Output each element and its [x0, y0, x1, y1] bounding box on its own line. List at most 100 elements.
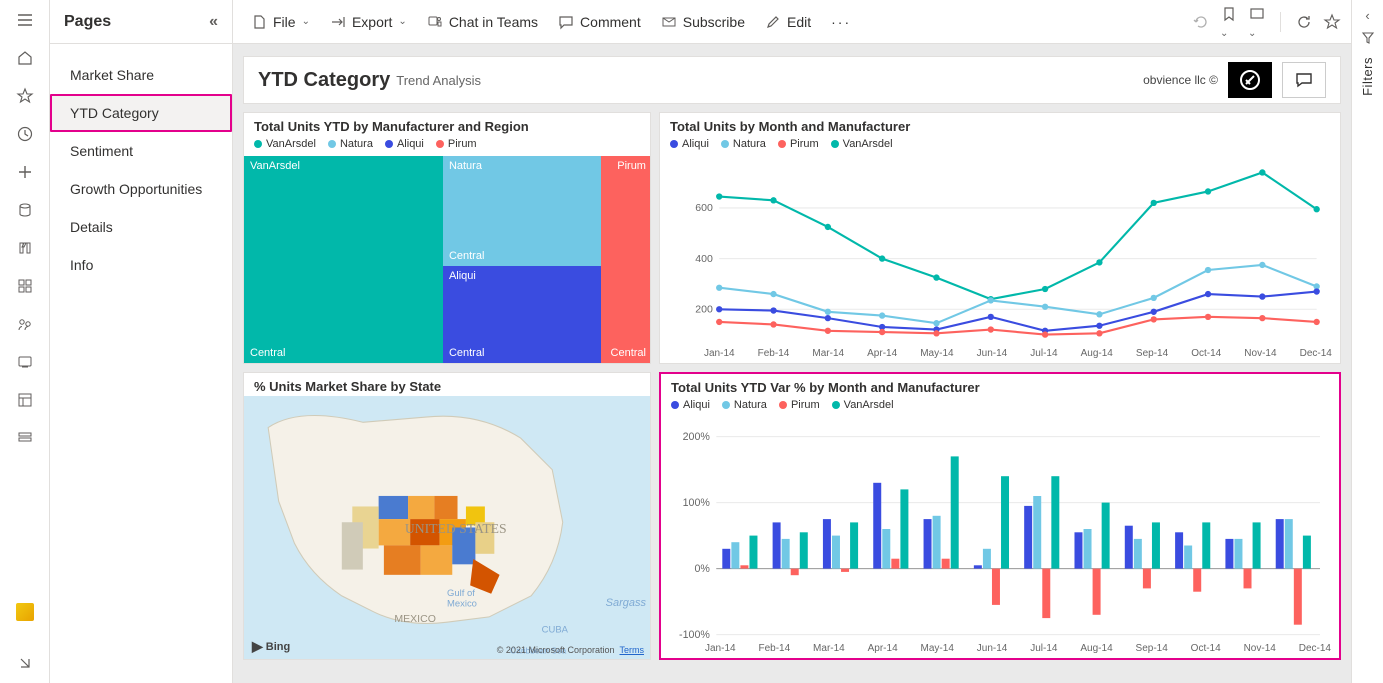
- page-tab[interactable]: Growth Opportunities: [50, 170, 232, 208]
- report-canvas: YTD Category Trend Analysis obvience llc…: [233, 44, 1351, 683]
- legend-item[interactable]: Natura: [328, 138, 373, 150]
- svg-text:200: 200: [695, 303, 713, 315]
- legend-item[interactable]: Pirum: [779, 399, 820, 411]
- legend-item[interactable]: Aliqui: [671, 399, 710, 411]
- treemap-cell-label: Central: [449, 347, 484, 359]
- treemap-cell-label: Aliqui: [449, 270, 476, 282]
- more-options[interactable]: ···: [823, 10, 859, 34]
- reset-icon[interactable]: [1192, 13, 1210, 31]
- pages-header: Pages «: [50, 0, 232, 44]
- learn-icon[interactable]: [15, 352, 35, 372]
- report-subtitle: Trend Analysis: [396, 73, 481, 88]
- main-area: File ⌄ Export ⌄ Chat in Teams Comment Su…: [233, 0, 1351, 683]
- star-icon[interactable]: [1323, 13, 1341, 31]
- bing-attribution: ▶Bing: [252, 638, 290, 655]
- export-label: Export: [352, 14, 392, 30]
- bar-chart-x-axis: Jan-14Feb-14Mar-14Apr-14May-14Jun-14Jul-…: [661, 641, 1339, 658]
- obvience-badge-icon: [1228, 62, 1272, 98]
- legend-item[interactable]: Natura: [721, 138, 766, 150]
- filter-funnel-icon[interactable]: [1361, 31, 1375, 45]
- export-menu[interactable]: Export ⌄: [322, 10, 415, 34]
- page-tab[interactable]: Info: [50, 246, 232, 284]
- expand-icon[interactable]: [15, 653, 35, 673]
- legend-item[interactable]: VanArsdel: [254, 138, 316, 150]
- treemap-cell-label: Central: [250, 347, 285, 359]
- visual-title: % Units Market Share by State: [244, 373, 650, 396]
- legend-item[interactable]: VanArsdel: [831, 138, 893, 150]
- legend-item[interactable]: VanArsdel: [832, 399, 894, 411]
- powerbi-logo-icon: [16, 603, 34, 621]
- bar-chart-legend: Aliqui Natura Pirum VanArsdel: [661, 397, 1339, 417]
- page-tab[interactable]: YTD Category: [50, 94, 232, 132]
- line-chart-visual[interactable]: Total Units by Month and Manufacturer Al…: [659, 112, 1341, 364]
- apps-icon[interactable]: [15, 276, 35, 296]
- visual-title: Total Units by Month and Manufacturer: [660, 113, 1340, 136]
- treemap-cell-label: Natura: [449, 160, 482, 172]
- workspaces-icon[interactable]: [15, 390, 35, 410]
- svg-text:MEXICO: MEXICO: [394, 613, 435, 625]
- comment-label: Comment: [580, 14, 641, 30]
- svg-text:400: 400: [695, 253, 713, 265]
- svg-text:Mexico: Mexico: [447, 598, 477, 609]
- chevron-down-icon: ⌄: [398, 16, 406, 27]
- page-tab[interactable]: Details: [50, 208, 232, 246]
- treemap-visual[interactable]: Total Units YTD by Manufacturer and Regi…: [243, 112, 651, 364]
- subscribe-label: Subscribe: [683, 14, 745, 30]
- legend-item[interactable]: Pirum: [778, 138, 819, 150]
- subscribe-button[interactable]: Subscribe: [653, 10, 753, 34]
- create-icon[interactable]: [15, 162, 35, 182]
- comment-button[interactable]: Comment: [550, 10, 649, 34]
- recent-icon[interactable]: [15, 124, 35, 144]
- pages-header-title: Pages: [64, 13, 111, 31]
- bookmark-icon[interactable]: ⌄: [1220, 5, 1238, 39]
- edit-label: Edit: [787, 14, 811, 30]
- legend-item[interactable]: Natura: [722, 399, 767, 411]
- page-tab[interactable]: Sentiment: [50, 132, 232, 170]
- chat-label: Chat in Teams: [449, 14, 538, 30]
- filters-rail[interactable]: ‹ Filters: [1351, 0, 1383, 683]
- metrics-icon[interactable]: [15, 238, 35, 258]
- file-label: File: [273, 14, 296, 30]
- home-icon[interactable]: [15, 48, 35, 68]
- svg-text:100%: 100%: [683, 497, 711, 509]
- chevron-down-icon: ⌄: [302, 16, 310, 27]
- visual-title: Total Units YTD by Manufacturer and Regi…: [244, 113, 650, 136]
- menu-icon[interactable]: [15, 10, 35, 30]
- svg-text:200%: 200%: [683, 431, 711, 443]
- nav-rail: [0, 0, 50, 683]
- comment-pane-button[interactable]: [1282, 62, 1326, 98]
- view-icon[interactable]: ⌄: [1248, 5, 1266, 39]
- treemap-cell-label: VanArsdel: [250, 160, 300, 172]
- svg-text:0%: 0%: [694, 563, 710, 575]
- chat-teams-button[interactable]: Chat in Teams: [419, 10, 546, 34]
- map-copyright: © 2021 Microsoft Corporation Terms: [497, 645, 644, 655]
- svg-text:-100%: -100%: [679, 629, 710, 641]
- terms-link[interactable]: Terms: [620, 645, 645, 655]
- favorite-icon[interactable]: [15, 86, 35, 106]
- legend-item[interactable]: Pirum: [436, 138, 477, 150]
- map-country-label: UNITED STATES: [405, 521, 507, 536]
- edit-button[interactable]: Edit: [757, 10, 819, 34]
- filters-label: Filters: [1360, 57, 1375, 96]
- collapse-pages-icon[interactable]: «: [209, 13, 218, 31]
- file-menu[interactable]: File ⌄: [243, 10, 318, 34]
- map-visual[interactable]: % Units Market Share by State: [243, 372, 651, 660]
- refresh-icon[interactable]: [1295, 13, 1313, 31]
- page-tab[interactable]: Market Share: [50, 56, 232, 94]
- report-toolbar: File ⌄ Export ⌄ Chat in Teams Comment Su…: [233, 0, 1351, 44]
- deployment-icon[interactable]: [15, 428, 35, 448]
- report-title: YTD Category: [258, 69, 390, 92]
- bar-chart-visual[interactable]: Total Units YTD Var % by Month and Manuf…: [659, 372, 1341, 660]
- data-hub-icon[interactable]: [15, 200, 35, 220]
- treemap-cell-label: Central: [449, 250, 484, 262]
- shared-icon[interactable]: [15, 314, 35, 334]
- legend-item[interactable]: Aliqui: [385, 138, 424, 150]
- pages-panel: Pages « Market ShareYTD CategorySentimen…: [50, 0, 233, 683]
- map-svg: UNITED STATES MEXICO Gulf of Mexico CUBA…: [244, 396, 650, 659]
- treemap-legend: VanArsdel Natura Aliqui Pirum: [244, 136, 650, 156]
- expand-filters-icon[interactable]: ‹: [1365, 8, 1369, 23]
- legend-item[interactable]: Aliqui: [670, 138, 709, 150]
- attribution-text: obvience llc ©: [1143, 73, 1218, 87]
- line-chart-legend: Aliqui Natura Pirum VanArsdel: [660, 136, 1340, 156]
- report-header: YTD Category Trend Analysis obvience llc…: [243, 56, 1341, 104]
